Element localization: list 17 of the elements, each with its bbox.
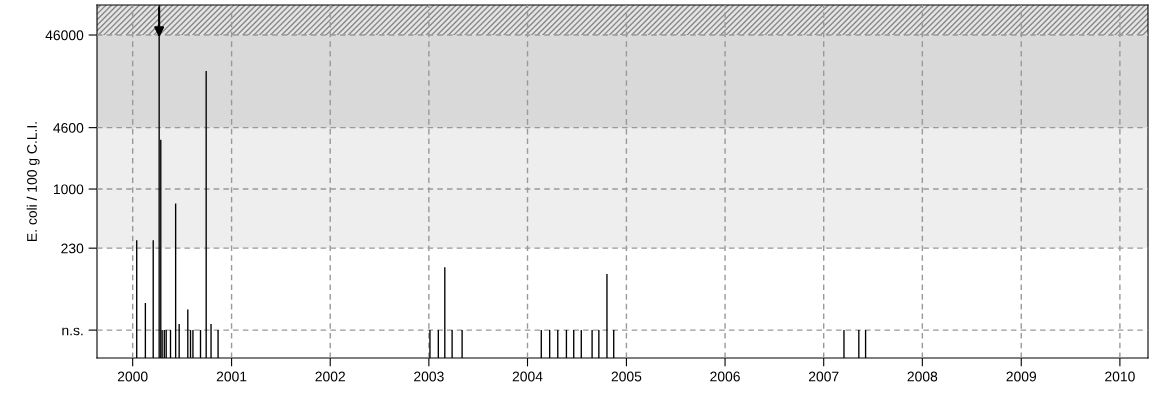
y-tick-label: 1000 (53, 184, 84, 195)
y-tick-label: 46000 (45, 30, 84, 41)
y-tick-label: 230 (61, 243, 84, 254)
x-tick-label: 2001 (216, 371, 247, 382)
x-tick-label: 2008 (907, 371, 938, 382)
x-tick-label: 2010 (1105, 371, 1135, 382)
y-tick-label: n.s. (62, 327, 83, 336)
x-tick-label: 2009 (1006, 371, 1037, 382)
y-tick-label: 4600 (53, 122, 84, 133)
x-tick-label: 2003 (414, 371, 444, 382)
y-axis-title: E. coli / 100 g C.L.I. (26, 122, 40, 241)
x-tick-label: 2000 (117, 371, 148, 382)
x-tick-label: 2007 (808, 371, 839, 382)
x-tick-label: 2005 (611, 371, 642, 382)
x-tick-label: 2002 (315, 371, 345, 382)
x-tick-label: 2006 (710, 371, 740, 382)
x-tick-label: 2004 (512, 371, 543, 382)
